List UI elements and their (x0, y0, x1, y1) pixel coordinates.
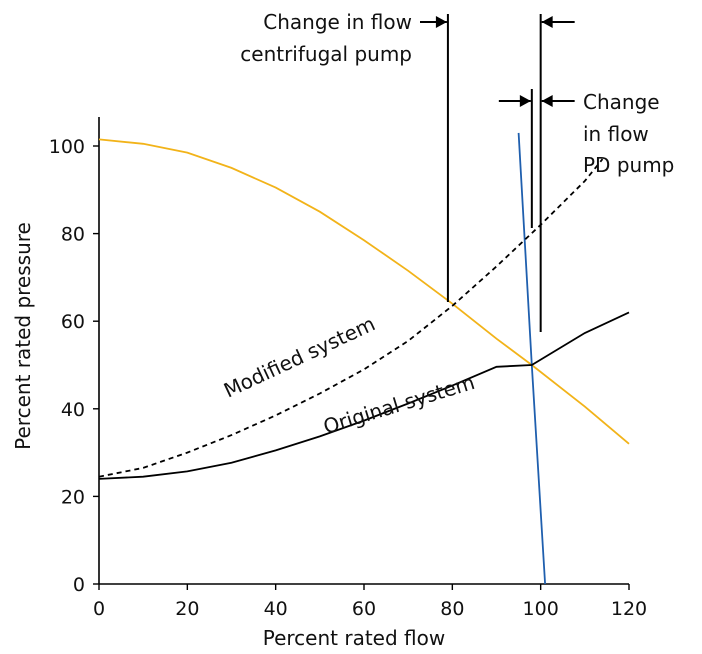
centrifugal-flow-change-label-line-2: centrifugal pump (240, 42, 412, 66)
y-tick-label: 80 (61, 224, 85, 246)
pd-arrow-right-head (519, 95, 531, 107)
centrifugal-flow-change-label-line-1: Change in flow (263, 10, 412, 34)
x-tick-label: 80 (440, 598, 464, 620)
x-tick-label: 0 (93, 598, 105, 620)
series-line-original-system (98, 311, 630, 480)
axis-ticks: 0 20 40 60 80 100 120 0 20 40 60 80 100 (49, 136, 647, 620)
y-tick-label: 0 (73, 574, 85, 596)
x-tick-label: 40 (264, 598, 288, 620)
chart-series (98, 132, 630, 585)
x-tick-label: 60 (352, 598, 376, 620)
centrifugal-arrow-right-head (435, 16, 447, 28)
y-tick-label: 40 (61, 399, 85, 421)
y-tick-label: 60 (61, 311, 85, 333)
series-line-centrifugal-pump-curve (98, 138, 630, 445)
x-tick-label: 120 (611, 598, 647, 620)
y-tick-label: 100 (49, 136, 85, 158)
x-tick-label: 20 (175, 598, 199, 620)
x-tick-label: 100 (523, 598, 559, 620)
pd-flow-change-label-line-2: in flow (583, 122, 649, 146)
flow-change-markers (420, 14, 575, 332)
modified-system-label: Modified system (220, 311, 379, 402)
pd-flow-change-label-line-3: PD pump (583, 153, 674, 177)
pd-arrow-left-head (541, 95, 553, 107)
chart-axes (98, 117, 629, 585)
y-axis-title: Percent rated pressure (11, 222, 35, 450)
centrifugal-arrow-left-head (541, 16, 553, 28)
pd-flow-change-label-line-1: Change (583, 90, 660, 114)
y-tick-label: 20 (61, 486, 85, 508)
x-axis-title: Percent rated flow (263, 626, 445, 650)
